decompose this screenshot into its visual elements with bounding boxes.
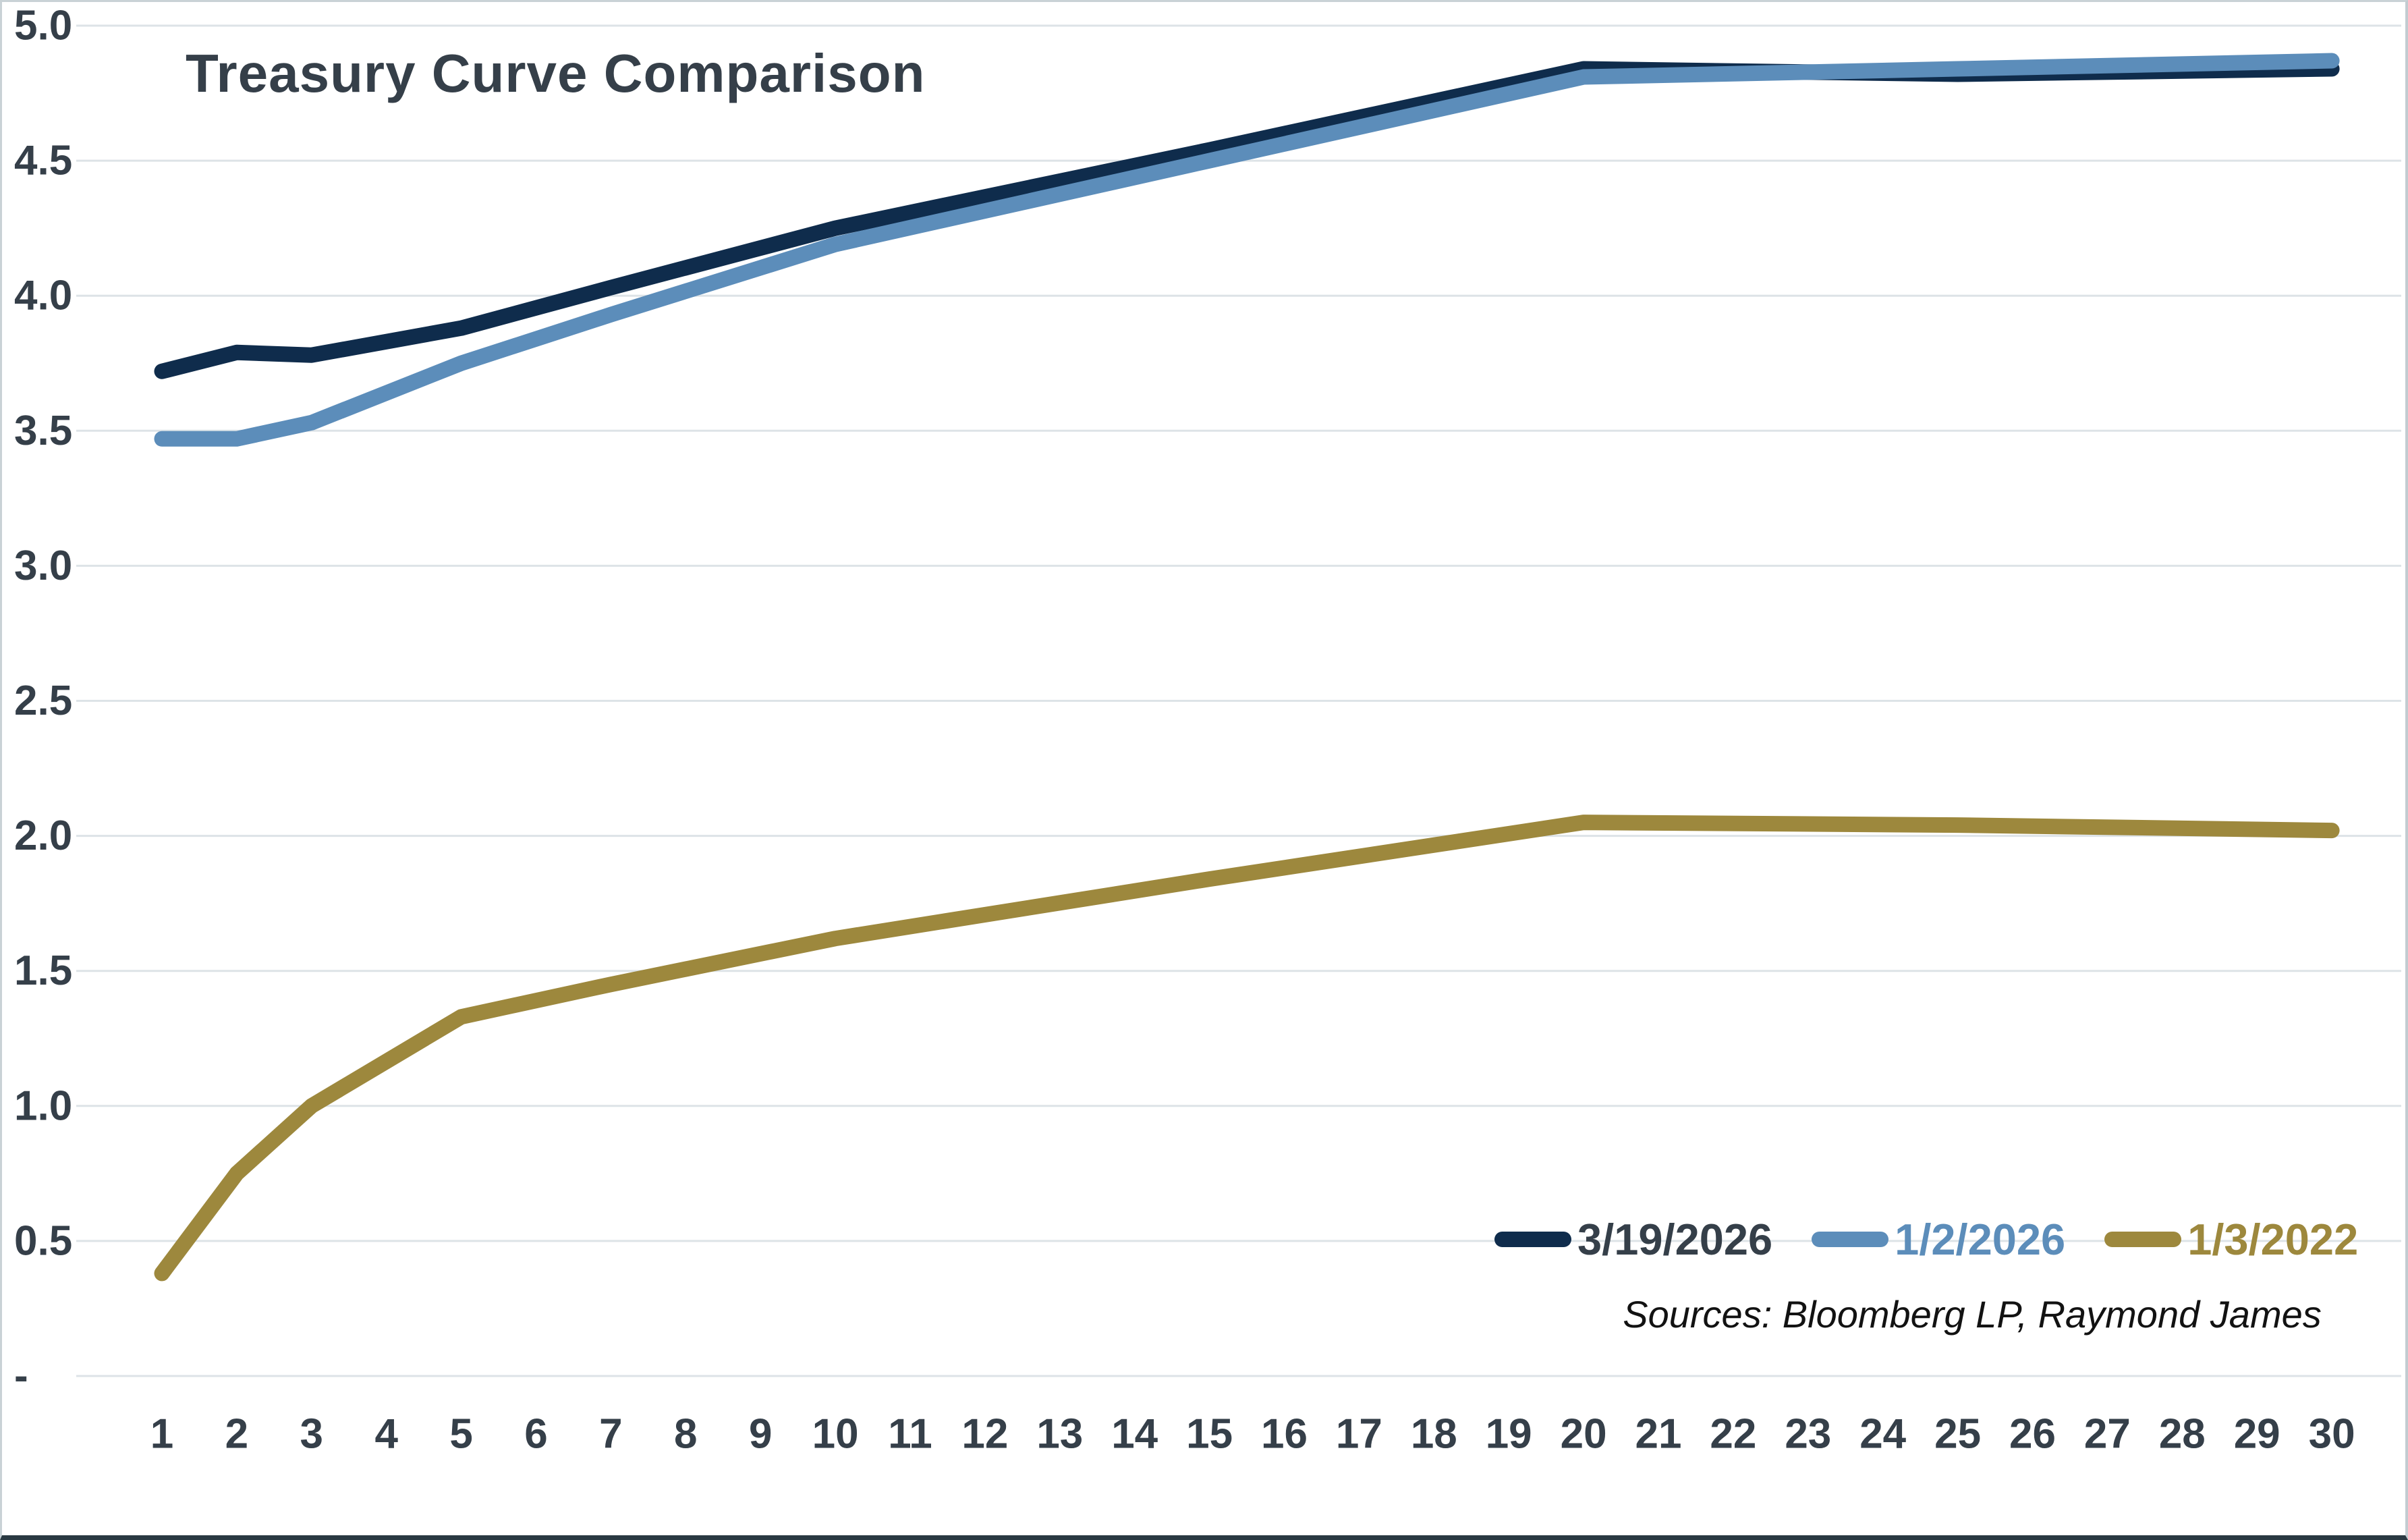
x-axis-label: 11 <box>888 1411 932 1458</box>
x-axis-label: 7 <box>599 1411 622 1458</box>
x-axis-label: 13 <box>1036 1411 1083 1458</box>
legend: 3/19/2026 1/2/2026 1/3/2022 <box>1494 1214 2358 1265</box>
x-axis-label: 4 <box>374 1411 398 1458</box>
x-axis-label: 1 <box>150 1411 173 1458</box>
x-axis-label: 28 <box>2159 1411 2206 1458</box>
x-axis-label: 8 <box>674 1411 697 1458</box>
x-axis-label: 22 <box>1710 1411 1756 1458</box>
y-axis-label: 4.0 <box>14 273 72 319</box>
x-axis-label: 5 <box>449 1411 472 1458</box>
y-axis-label: 4.5 <box>14 138 72 184</box>
x-axis-label: 10 <box>812 1411 859 1458</box>
legend-label: 1/2/2026 <box>1895 1215 2066 1264</box>
x-axis-label: 26 <box>2009 1411 2056 1458</box>
sources-note: Sources: Bloomberg LP, Raymond James <box>1623 1293 2322 1336</box>
x-axis-label: 17 <box>1336 1411 1382 1458</box>
y-axis-label: 5.0 <box>14 3 72 49</box>
x-axis-label: 25 <box>1934 1411 1981 1458</box>
y-axis-label: 2.5 <box>14 678 72 724</box>
x-axis-label: 27 <box>2084 1411 2131 1458</box>
legend-label: 3/19/2026 <box>1577 1215 1773 1264</box>
x-axis-label: 24 <box>1859 1411 1906 1458</box>
y-axis-label: 3.5 <box>14 408 72 454</box>
x-axis-label: 21 <box>1635 1411 1682 1458</box>
legend-swatch-icon <box>2104 1232 2182 1247</box>
x-axis-label: 14 <box>1111 1411 1158 1458</box>
x-axis-label: 29 <box>2234 1411 2280 1458</box>
x-axis-label: 18 <box>1411 1411 1457 1458</box>
x-axis-label: 6 <box>524 1411 547 1458</box>
y-axis-label: 1.5 <box>14 947 72 994</box>
chart-title: Treasury Curve Comparison <box>186 43 926 103</box>
x-axis-label: 19 <box>1486 1411 1532 1458</box>
x-axis-label: 15 <box>1186 1411 1233 1458</box>
series-line-2 <box>154 815 2340 1282</box>
y-axis-label: 1.0 <box>14 1082 72 1129</box>
x-axis-label: 3 <box>300 1411 323 1458</box>
y-axis-label: 2.0 <box>14 813 72 859</box>
x-axis-label: 12 <box>961 1411 1008 1458</box>
legend-label: 1/3/2022 <box>2187 1215 2359 1264</box>
legend-item-0: 3/19/2026 <box>1494 1214 1772 1265</box>
legend-swatch-icon <box>1494 1232 1571 1247</box>
x-axis-label: 23 <box>1785 1411 1831 1458</box>
x-axis-label: 30 <box>2309 1411 2355 1458</box>
x-axis-label: 20 <box>1561 1411 1607 1458</box>
y-axis-label: 0.5 <box>14 1217 72 1264</box>
y-axis-label: 3.0 <box>14 543 72 589</box>
series-line-0 <box>154 61 2340 379</box>
legend-swatch-icon <box>1812 1232 1889 1247</box>
y-axis-label: - <box>14 1353 28 1400</box>
legend-item-1: 1/2/2026 <box>1812 1214 2065 1265</box>
x-axis-label: 16 <box>1261 1411 1308 1458</box>
x-axis-label: 2 <box>225 1411 248 1458</box>
legend-item-2: 1/3/2022 <box>2104 1214 2358 1265</box>
x-axis-label: 9 <box>749 1411 772 1458</box>
series-line-1 <box>154 53 2340 447</box>
